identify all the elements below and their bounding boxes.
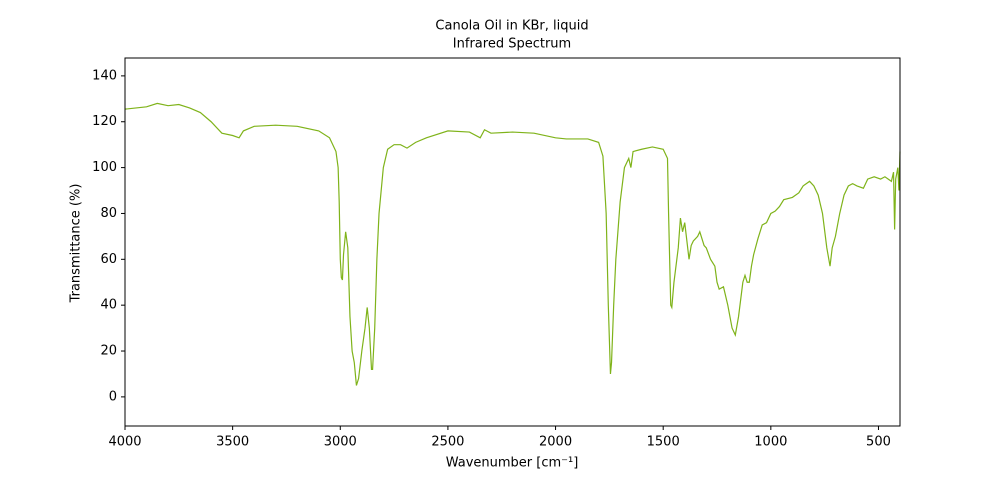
y-tick-label: 0 — [109, 389, 117, 404]
y-tick-label: 120 — [92, 114, 117, 129]
x-tick-label: 3500 — [216, 435, 249, 450]
y-tick-label: 60 — [100, 252, 117, 267]
x-tick-label: 4000 — [108, 435, 141, 450]
x-tick-label: 1500 — [647, 435, 680, 450]
x-tick-label: 3000 — [324, 435, 357, 450]
plot-frame — [124, 57, 901, 427]
chart-subtitle: Infrared Spectrum — [453, 37, 571, 52]
y-tick-label: 80 — [100, 206, 117, 221]
x-tick-label: 1000 — [754, 435, 787, 450]
x-axis-label: Wavenumber [cm⁻¹] — [446, 456, 579, 471]
y-tick-label: 40 — [100, 298, 117, 313]
x-tick-label: 500 — [866, 435, 891, 450]
y-tick-label: 140 — [92, 68, 117, 83]
y-tick-label: 100 — [92, 160, 117, 175]
x-tick-label: 2500 — [431, 435, 464, 450]
x-tick-label: 2000 — [539, 435, 572, 450]
chart-title: Canola Oil in KBr, liquid — [435, 19, 588, 34]
y-tick-label: 20 — [100, 344, 117, 359]
spectrum-line — [124, 102, 901, 386]
y-axis-label: Transmittance (%) — [69, 184, 84, 304]
